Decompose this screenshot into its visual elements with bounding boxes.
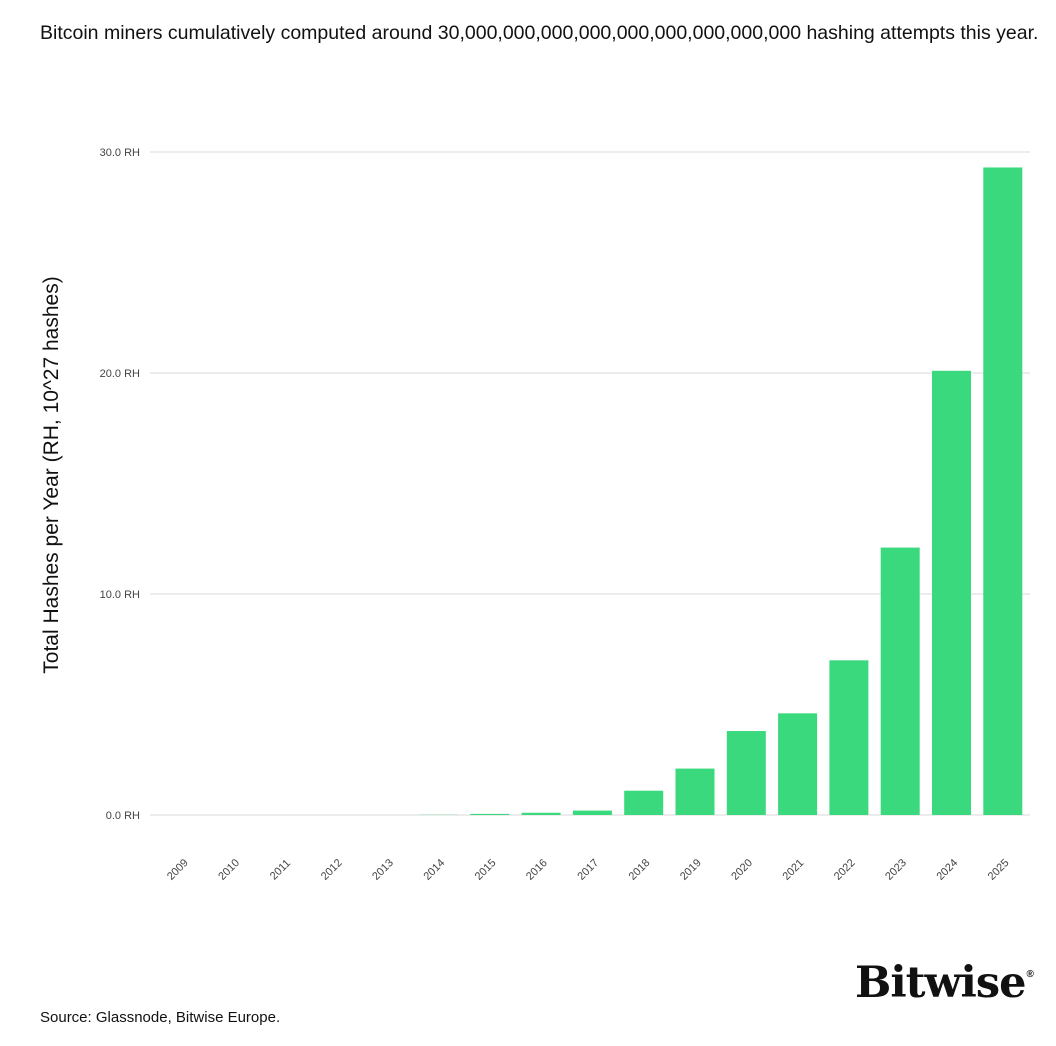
x-tick-label-2010: 2010: [216, 857, 242, 883]
chart-title: Bitcoin miners cumulatively computed aro…: [40, 22, 1039, 44]
x-tick-label-2017: 2017: [575, 857, 601, 883]
x-tick-label-2009: 2009: [165, 857, 191, 883]
x-tick-label-2024: 2024: [934, 857, 960, 883]
source-note: Source: Glassnode, Bitwise Europe.: [40, 1009, 281, 1026]
x-tick-label-2022: 2022: [832, 857, 858, 883]
y-tick-label: 0.0 RH: [106, 810, 140, 822]
bitwise-logo: Bitwise®: [855, 962, 1034, 1005]
x-tick-label-2014: 2014: [421, 857, 447, 883]
x-tick-label-2025: 2025: [986, 857, 1012, 883]
bar-2020: [726, 731, 766, 815]
bar-2016: [521, 812, 561, 815]
x-tick-label-2019: 2019: [678, 857, 704, 883]
y-tick-label: 20.0 RH: [100, 368, 140, 380]
bar-2022: [829, 660, 869, 815]
bar-2017: [572, 810, 612, 815]
bar-2025: [983, 167, 1023, 816]
bar-2024: [932, 370, 971, 815]
x-tick-label-2018: 2018: [627, 857, 653, 883]
bar-2015: [470, 813, 510, 815]
bar-2019: [675, 768, 715, 815]
y-tick-label: 30.0 RH: [100, 147, 140, 159]
bar-2021: [778, 713, 818, 815]
x-tick-label-2011: 2011: [268, 857, 293, 882]
x-axis-ticks: 2009 2010 2011 2012 2013 2014 2015 2016 2017 2018…: [165, 857, 1012, 883]
x-tick-label-2021: 2021: [781, 857, 807, 883]
x-tick-label-2016: 2016: [524, 857, 550, 883]
bar-2018: [624, 790, 664, 815]
x-tick-label-2023: 2023: [883, 857, 909, 883]
y-tick-label: 10.0 RH: [100, 589, 140, 601]
bar-2023: [880, 547, 920, 815]
x-tick-label-2012: 2012: [319, 857, 345, 883]
bars: [419, 167, 1023, 816]
registered-mark: ®: [1026, 969, 1033, 980]
x-tick-label-2015: 2015: [473, 857, 499, 883]
y-axis-ticks: 0.0 RH 10.0 RH 20.0 RH 30.0 RH: [100, 147, 140, 822]
logo-wordmark: Bitwise: [855, 958, 1026, 1008]
x-tick-label-2013: 2013: [370, 857, 396, 883]
x-tick-label-2020: 2020: [729, 857, 755, 883]
